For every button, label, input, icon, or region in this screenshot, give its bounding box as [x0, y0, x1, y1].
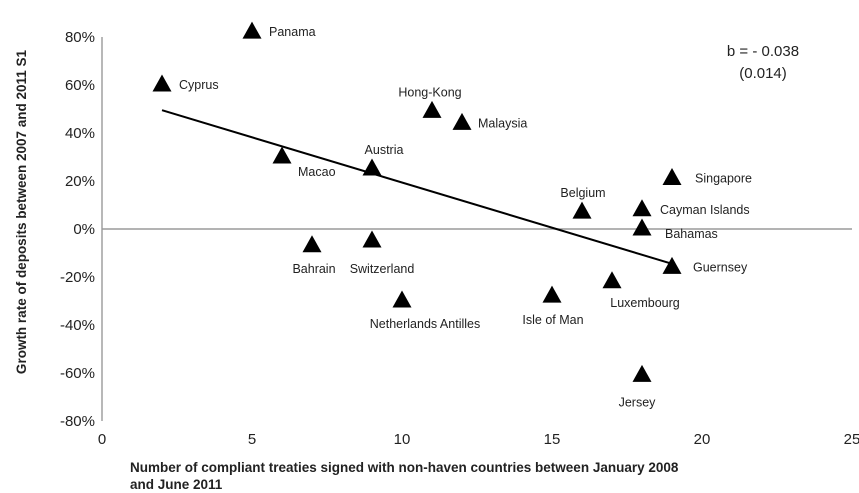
- point-label: Panama: [269, 25, 316, 39]
- point-label: Hong-Kong: [398, 85, 461, 99]
- axes: -80% -60% -40% -20% 0% 20% 40% 60% 80% 0 5 10 15 20 25: [60, 29, 859, 448]
- point-label: Cayman Islands: [660, 203, 750, 217]
- y-tick-label: 40%: [65, 125, 95, 142]
- y-tick-label: -60%: [60, 365, 95, 382]
- y-tick-label: -80%: [60, 413, 95, 430]
- x-tick-label: 10: [394, 431, 411, 448]
- data-point-triangle: [542, 285, 562, 303]
- data-point-triangle: [452, 112, 472, 130]
- point-labels: Panama Cyprus Hong-Kong Malaysia Macao Austri…: [179, 25, 752, 409]
- y-tick-label: 0%: [73, 221, 95, 238]
- y-tick-label: 60%: [65, 77, 95, 94]
- data-point-triangle: [632, 199, 652, 217]
- data-point-triangle: [152, 74, 172, 92]
- x-tick-label: 0: [98, 431, 106, 448]
- trendline: [161, 109, 673, 265]
- data-point-triangle: [572, 201, 592, 219]
- point-label: Singapore: [695, 172, 752, 186]
- y-tick-label: 80%: [65, 29, 95, 46]
- data-points: [152, 21, 682, 382]
- point-label: Cyprus: [179, 78, 219, 92]
- data-point-triangle: [602, 271, 622, 289]
- x-tick-label: 5: [248, 431, 256, 448]
- point-label: Malaysia: [478, 116, 527, 130]
- point-label: Macao: [298, 165, 336, 179]
- data-point-triangle: [362, 158, 382, 176]
- point-label: Luxembourg: [610, 296, 680, 310]
- data-point-triangle: [422, 100, 442, 118]
- coefficient-annotation: b = - 0.038: [727, 43, 799, 60]
- y-tick-label: -20%: [60, 269, 95, 286]
- x-tick-label: 20: [694, 431, 711, 448]
- x-axis-title-line-2: and June 2011: [130, 477, 223, 492]
- x-axis-title-line-1: Number of compliant treaties signed with…: [130, 460, 679, 475]
- data-point-triangle: [632, 218, 652, 236]
- trendline-group: [161, 109, 673, 265]
- point-label: Belgium: [560, 186, 605, 200]
- data-point-triangle: [662, 256, 682, 274]
- x-tick-label: 15: [544, 431, 561, 448]
- data-point-triangle: [242, 21, 262, 39]
- y-axis-title: Growth rate of deposits between 2007 and…: [14, 49, 29, 374]
- point-label: Netherlands Antilles: [370, 317, 480, 331]
- y-tick-label: 20%: [65, 173, 95, 190]
- data-point-triangle: [272, 146, 292, 164]
- point-label: Switzerland: [350, 262, 415, 276]
- point-label: Jersey: [619, 395, 657, 409]
- data-point-triangle: [362, 230, 382, 248]
- point-label: Bahamas: [665, 227, 718, 241]
- data-point-triangle: [632, 364, 652, 382]
- x-tick-label: 25: [844, 431, 859, 448]
- data-point-triangle: [662, 168, 682, 186]
- point-label: Bahrain: [292, 262, 335, 276]
- standard-error-annotation: (0.014): [739, 65, 787, 82]
- y-tick-label: -40%: [60, 317, 95, 334]
- data-point-triangle: [392, 290, 412, 308]
- point-label: Isle of Man: [522, 313, 583, 327]
- point-label: Austria: [365, 143, 404, 157]
- point-label: Guernsey: [693, 260, 748, 274]
- data-point-triangle: [302, 235, 322, 253]
